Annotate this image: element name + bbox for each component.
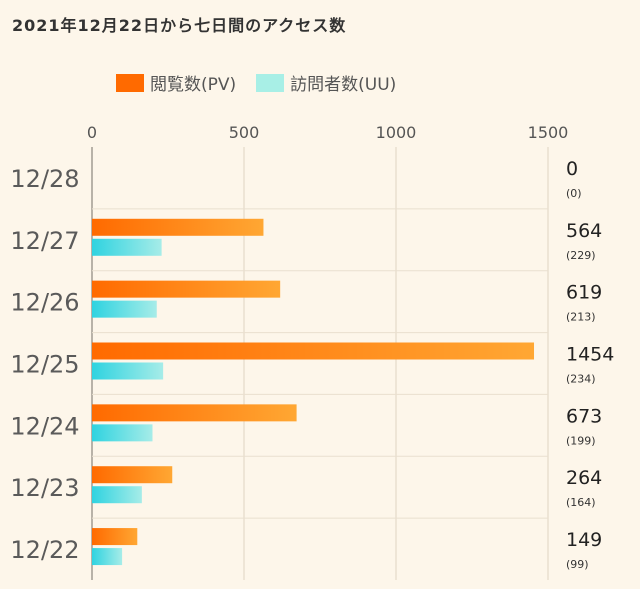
x-tick-label: 500 [229, 123, 260, 142]
sub-value-label: (199) [566, 434, 596, 447]
x-tick-label: 1500 [528, 123, 569, 142]
bars [92, 218, 535, 566]
pv-bar [92, 218, 264, 236]
sub-value-label: (229) [566, 249, 596, 262]
value-label: 0 [566, 158, 578, 180]
legend-swatch-pv [116, 73, 144, 92]
uu-bar [92, 300, 157, 318]
sub-value-label: (99) [566, 558, 589, 571]
value-label: 264 [566, 467, 602, 489]
chart-title: 2021年12月22日から七日間のアクセス数 [12, 16, 347, 35]
value-label: 564 [566, 220, 602, 242]
uu-bar [92, 238, 162, 256]
sub-value-label: (213) [566, 311, 596, 324]
sub-value-label: (0) [566, 187, 582, 200]
category-label: 12/24 [10, 412, 79, 440]
legend: 閲覧数(PV) 訪問者数(UU) [116, 70, 396, 95]
uu-bar [92, 486, 142, 504]
value-label: 149 [566, 529, 602, 551]
x-tick-label: 0 [87, 123, 97, 142]
legend-item-pv: 閲覧数(PV) [116, 70, 236, 95]
legend-label-uu: 訪問者数(UU) [290, 75, 397, 95]
pv-bar [92, 280, 281, 298]
pv-bar [92, 404, 297, 422]
x-tick-label: 1000 [376, 123, 417, 142]
pv-bar [92, 528, 138, 546]
legend-label-pv: 閲覧数(PV) [150, 75, 237, 95]
value-label: 619 [566, 282, 602, 304]
category-label: 12/28 [10, 165, 79, 193]
sub-value-label: (234) [566, 373, 596, 386]
category-label: 12/25 [10, 351, 79, 379]
pv-bar [92, 342, 535, 360]
legend-swatch-uu [256, 73, 285, 92]
uu-bar [92, 424, 153, 442]
category-label: 12/23 [10, 474, 79, 502]
category-label: 12/27 [10, 227, 79, 255]
value-label: 1454 [566, 344, 614, 366]
uu-bar [92, 362, 164, 380]
value-label: 673 [566, 405, 602, 427]
category-label: 12/22 [10, 536, 79, 564]
pv-bar [92, 466, 173, 484]
uu-bar [92, 548, 123, 566]
labels: 0 500 1000 1500 12/28 0 (0) 12/27 564 (229) 12/26 6… [10, 123, 614, 571]
legend-item-uu: 訪問者数(UU) [256, 70, 396, 95]
sub-value-label: (164) [566, 496, 596, 509]
category-label: 12/26 [10, 289, 79, 317]
